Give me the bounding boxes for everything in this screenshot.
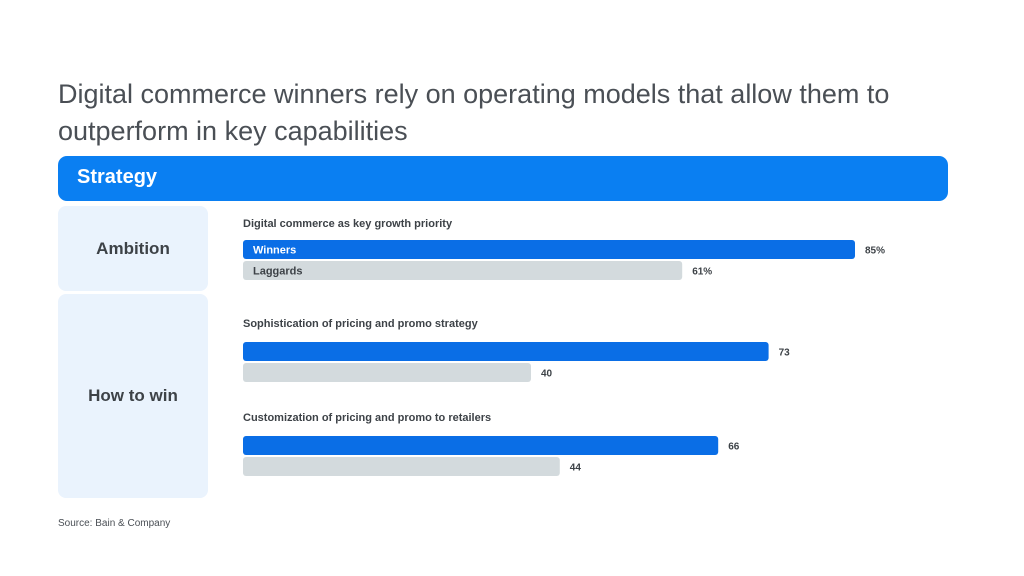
data-label: 66	[728, 442, 740, 453]
winners-bar	[243, 342, 769, 361]
group-label: Customization of pricing and promo to re…	[243, 412, 491, 424]
page-title: Digital commerce winners rely on operati…	[58, 79, 890, 147]
data-label: 61%	[692, 267, 712, 278]
data-label: 73	[779, 348, 791, 359]
data-label: 44	[570, 463, 582, 474]
series-label: Laggards	[253, 266, 303, 278]
group-label: Sophistication of pricing and promo stra…	[243, 318, 479, 330]
strategy-section-header: Strategy	[58, 156, 948, 201]
winners-bar	[243, 436, 719, 455]
row-label-box-how-to-win: How to win	[58, 294, 208, 498]
data-label: 40	[541, 369, 553, 380]
laggards-bar	[243, 457, 560, 476]
laggards-bar	[243, 261, 683, 280]
row-label-box-ambition: Ambition	[58, 206, 208, 291]
group-label: Digital commerce as key growth priority	[243, 218, 453, 230]
row-label-how-to-win: How to win	[88, 386, 178, 405]
row-label-ambition: Ambition	[96, 238, 170, 258]
winners-bar	[243, 240, 855, 259]
laggards-bar	[243, 363, 531, 382]
source-note: Source: Bain & Company	[58, 518, 171, 529]
data-label: 85%	[865, 246, 885, 257]
strategy-label: Strategy	[77, 166, 158, 188]
series-label: Winners	[253, 245, 296, 257]
